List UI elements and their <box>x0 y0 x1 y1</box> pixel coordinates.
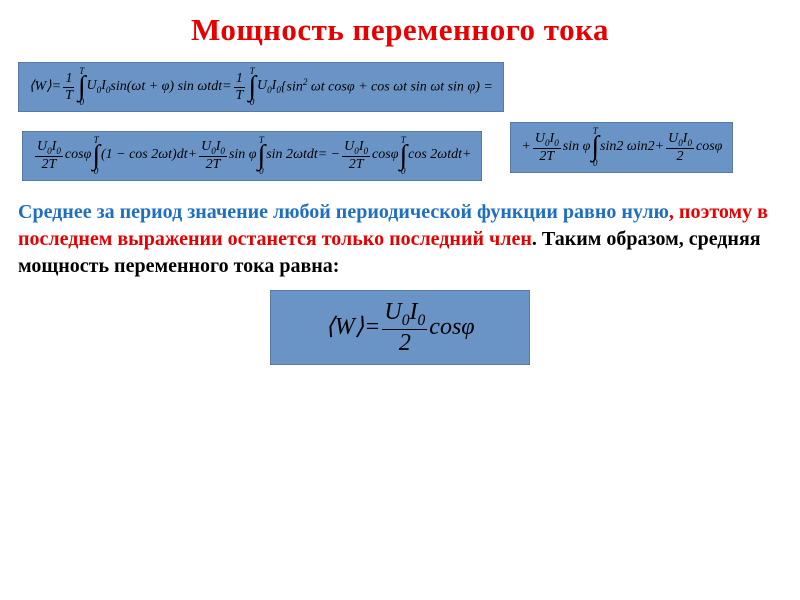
equals-neg: = − <box>318 147 340 164</box>
var-W-final: W <box>335 313 355 342</box>
u0: U0 <box>87 78 102 96</box>
plus-trailing: + <box>462 147 471 164</box>
sinphi-1: sin φ <box>229 147 257 164</box>
fraction-7: U0I02 <box>666 131 694 164</box>
fraction-6: U0I02T <box>533 131 561 164</box>
plus-1: + <box>188 147 197 164</box>
fraction-4: U0I02T <box>199 139 227 172</box>
equation-box-final: ⟨W⟩ = U0I02 cosφ <box>270 290 530 365</box>
equation-box-1: ⟨W⟩ = 1T T∫0 U0 I0 sin(ωt + φ) sin ωtdt … <box>18 62 504 112</box>
fraction-1: 1T <box>63 71 75 103</box>
sin-term-1: sin(ωt + φ) sin ωtdt <box>110 79 222 96</box>
u0-2: U0 <box>257 78 272 96</box>
integrand-1: (1 − cos 2ωt)dt <box>101 147 188 164</box>
integrand-4: sin2 ωin2 <box>600 139 655 156</box>
cosphi-final: cosφ <box>429 313 474 342</box>
explanation-paragraph: Среднее за период значение любой периоди… <box>18 199 782 280</box>
integrand-2: sin 2ωtdt <box>266 147 318 164</box>
integrand-3: cos 2ωtdt <box>408 147 462 164</box>
bracket-close-final: ⟩ <box>355 313 364 342</box>
plus-lead: + <box>521 139 530 156</box>
integral-6: T∫0 <box>591 127 599 167</box>
equation-3: + U0I02T sin φ T∫0 sin2 ωin2 + U0I02 cos… <box>521 127 722 167</box>
sinphi-2: sin φ <box>563 139 591 156</box>
page-title: Мощность переменного тока <box>18 12 782 48</box>
integral-3: T∫0 <box>92 136 100 176</box>
cosphi-2: cosφ <box>372 147 398 164</box>
cosphi-3: cosφ <box>696 139 722 156</box>
bracket-open-final: ⟨ <box>325 313 334 342</box>
fraction-final: U0I02 <box>382 299 427 356</box>
equals: = <box>52 79 61 96</box>
integral-1: T∫0 <box>78 67 86 107</box>
fraction-5: U0I02T <box>342 139 370 172</box>
fraction-3: U0I02T <box>35 139 63 172</box>
equation-box-3: + U0I02T sin φ T∫0 sin2 ωin2 + U0I02 cos… <box>510 122 733 172</box>
i0: I0 <box>101 78 110 96</box>
equation-1: ⟨W⟩ = 1T T∫0 U0 I0 sin(ωt + φ) sin ωtdt … <box>29 67 493 107</box>
equals-final: = <box>364 313 380 342</box>
expand-term: {sin2 ωt cosφ + cos ωt sin ωt sin φ) = <box>281 77 493 96</box>
i0-2: I0 <box>272 78 281 96</box>
cosphi-1: cosφ <box>65 147 91 164</box>
integral-2: T∫0 <box>248 67 256 107</box>
equation-box-2: U0I02T cosφ T∫0 (1 − cos 2ωt)dt + U0I02T… <box>22 131 482 181</box>
integral-4: T∫0 <box>258 136 266 176</box>
fraction-2: 1T <box>234 71 246 103</box>
equation-2: U0I02T cosφ T∫0 (1 − cos 2ωt)dt + U0I02T… <box>33 136 471 176</box>
equation-final: ⟨W⟩ = U0I02 cosφ <box>285 299 515 356</box>
para-segment-1: Среднее за период значение любой периоди… <box>18 201 669 223</box>
equals-2: = <box>222 79 231 96</box>
integral-5: T∫0 <box>399 136 407 176</box>
var-W: W <box>34 79 46 96</box>
para-segment-comma: , <box>669 201 679 223</box>
plus-2: + <box>655 139 664 156</box>
